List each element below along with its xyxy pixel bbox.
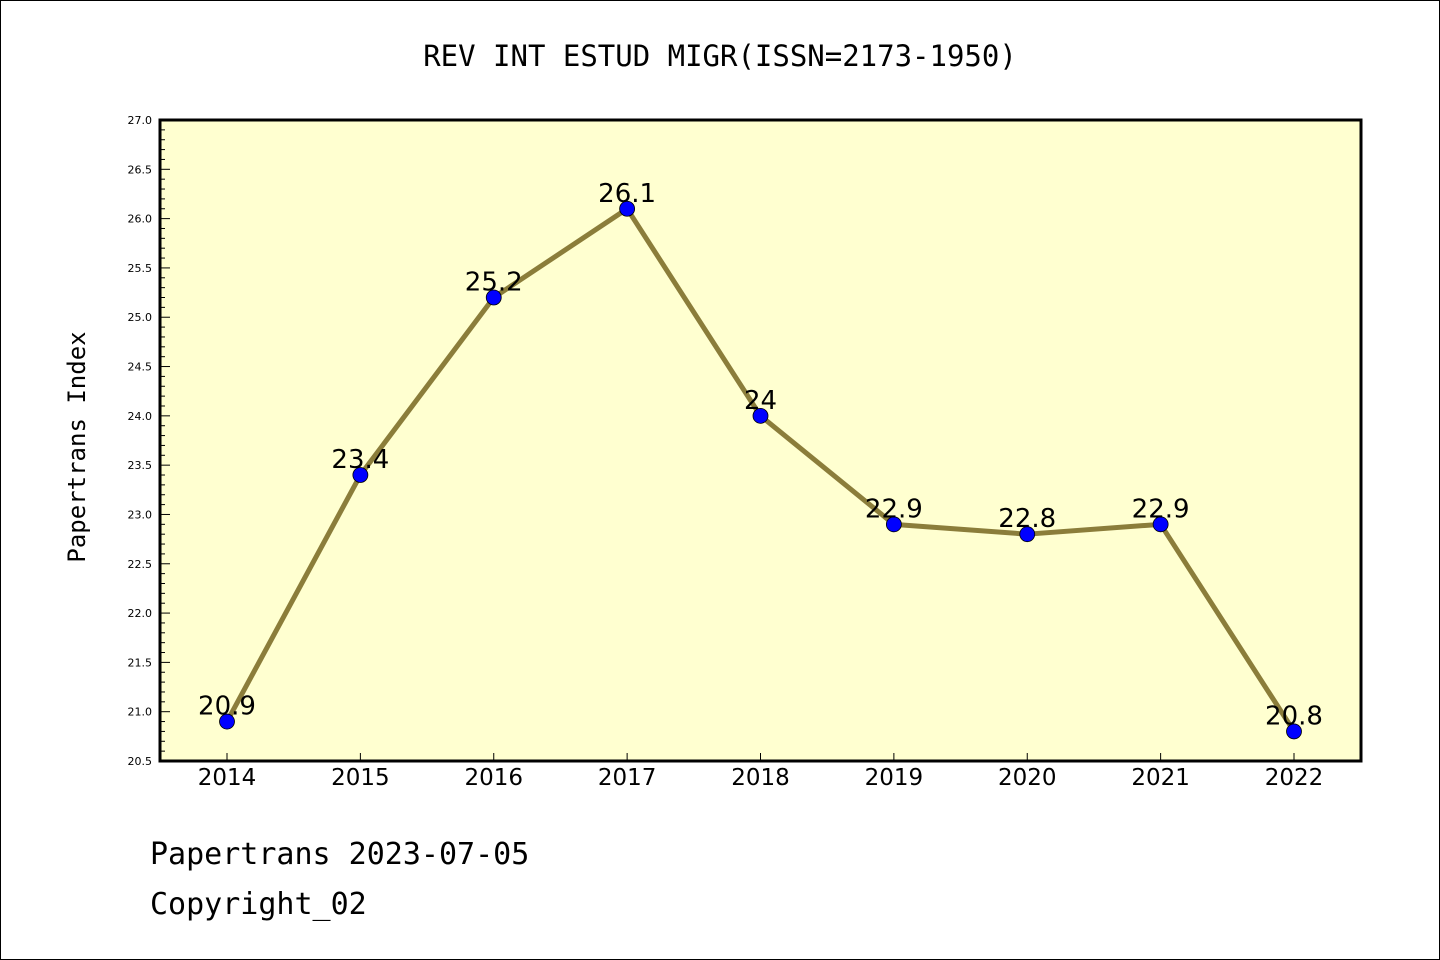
footer-copyright: Copyright_02 <box>150 887 367 922</box>
data-labels-group: 20.9 23.4 25.2 26.1 24 22.9 22.8 22.9 20.8 <box>198 179 1323 732</box>
y-tick-label: 24.0 <box>128 410 153 423</box>
y-tick-label: 22.5 <box>128 558 153 571</box>
x-tick-label: 2021 <box>1131 765 1190 791</box>
y-tick-label: 23.0 <box>128 508 153 521</box>
data-point <box>352 467 369 483</box>
plot-area <box>160 120 1361 761</box>
x-tick-label: 2017 <box>598 765 657 791</box>
data-label: 20.8 <box>1265 701 1323 731</box>
data-label: 20.9 <box>198 692 256 722</box>
data-point <box>1286 723 1302 740</box>
y-axis-label: Papertrans Index <box>63 331 91 562</box>
data-label: 25.2 <box>465 268 523 298</box>
y-axis: 20.5 21.0 21.5 22.0 22.5 23.0 23.5 24.0 24.5 25.0… <box>128 114 170 768</box>
y-tick-label: 25.5 <box>128 262 153 275</box>
x-axis: 2014 2015 2016 2017 2018 2019 2020 2021 2022 <box>198 753 1324 791</box>
footer-date: Papertrans 2023-07-05 <box>150 837 529 872</box>
data-label: 23.4 <box>331 445 389 475</box>
plot-border <box>158 118 1363 763</box>
x-tick-label: 2022 <box>1265 765 1324 791</box>
chart-title: REV INT ESTUD MIGR(ISSN=2173-1950) <box>423 39 1017 73</box>
x-tick-label: 2015 <box>331 765 390 791</box>
data-label: 26.1 <box>598 179 656 209</box>
data-point <box>752 407 769 424</box>
x-tick-label: 2016 <box>464 765 523 791</box>
data-point <box>485 289 502 306</box>
y-tick-label: 22.0 <box>128 607 153 620</box>
data-point <box>1019 526 1036 543</box>
y-tick-label: 23.5 <box>128 459 153 472</box>
y-tick-label: 26.0 <box>128 213 153 226</box>
data-point <box>885 516 902 533</box>
series-group <box>219 200 1302 740</box>
y-tick-label: 26.5 <box>128 163 153 176</box>
x-tick-label: 2020 <box>998 765 1057 791</box>
x-tick-label: 2018 <box>731 765 790 791</box>
y-tick-label: 21.5 <box>128 656 153 669</box>
data-label: 22.9 <box>865 494 923 524</box>
data-label: 22.8 <box>998 504 1056 534</box>
data-label: 22.9 <box>1132 494 1190 524</box>
x-tick-label: 2019 <box>865 765 924 791</box>
data-point <box>619 200 636 217</box>
y-tick-label: 25.0 <box>128 311 153 324</box>
data-point <box>1152 516 1169 533</box>
data-point <box>219 713 235 730</box>
y-tick-label: 20.5 <box>128 755 153 768</box>
x-tick-label: 2014 <box>198 765 257 791</box>
y-tick-label: 24.5 <box>128 361 153 374</box>
data-label: 24 <box>744 386 777 416</box>
y-tick-label: 21.0 <box>128 706 153 719</box>
y-tick-label: 27.0 <box>128 114 153 127</box>
